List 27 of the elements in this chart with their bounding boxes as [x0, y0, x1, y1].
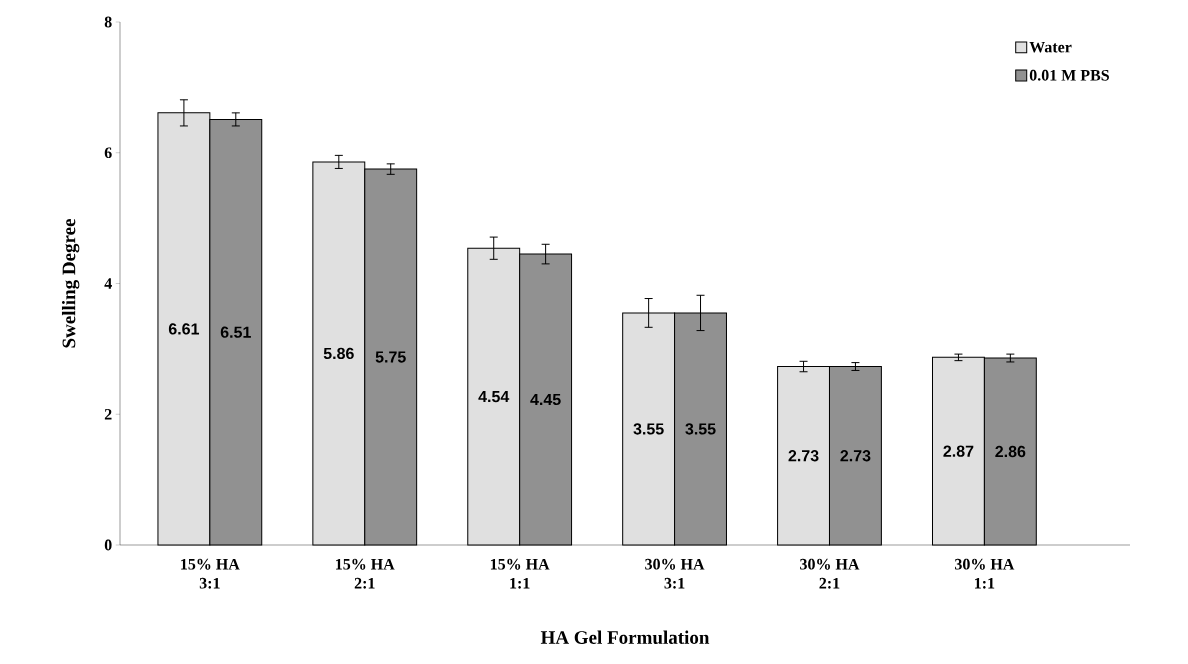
data-label: 2.87: [943, 445, 974, 457]
y-tick-label: 0: [104, 539, 112, 551]
data-label: 6.51: [220, 326, 251, 338]
data-label: 2.73: [788, 450, 819, 462]
x-tick-label: 30% HA 3:1: [645, 558, 705, 589]
data-label: 6.61: [168, 323, 200, 335]
y-tick-label: 8: [104, 16, 112, 28]
legend-label: 0.01 M PBS: [1029, 69, 1109, 81]
x-tick-label: 15% HA 3:1: [181, 558, 240, 589]
x-tick-label: 30% HA 2:1: [800, 558, 860, 589]
legend-label: Water: [1029, 41, 1072, 53]
data-label: 2.73: [840, 450, 871, 462]
x-tick-label: 15% HA 2:1: [336, 558, 395, 589]
data-label: 4.45: [530, 393, 561, 406]
data-label: 4.54: [478, 391, 510, 403]
y-tick-label: 4: [104, 278, 112, 289]
x-tick-label: 15% HA 1:1: [490, 558, 550, 589]
data-label: 5.75: [375, 351, 406, 363]
data-label: 3.55: [633, 423, 664, 435]
y-axis-title: Swelling Degree: [61, 218, 80, 348]
y-tick-label: 6: [104, 147, 112, 159]
x-axis-title: HA Gel Formulation: [540, 630, 710, 644]
data-label: 2.86: [995, 445, 1026, 458]
data-label: 5.86: [323, 347, 354, 360]
x-tick-label: 30% HA 1:1: [954, 558, 1015, 589]
data-label: 3.55: [685, 423, 716, 435]
y-tick-label: 2: [104, 408, 112, 420]
